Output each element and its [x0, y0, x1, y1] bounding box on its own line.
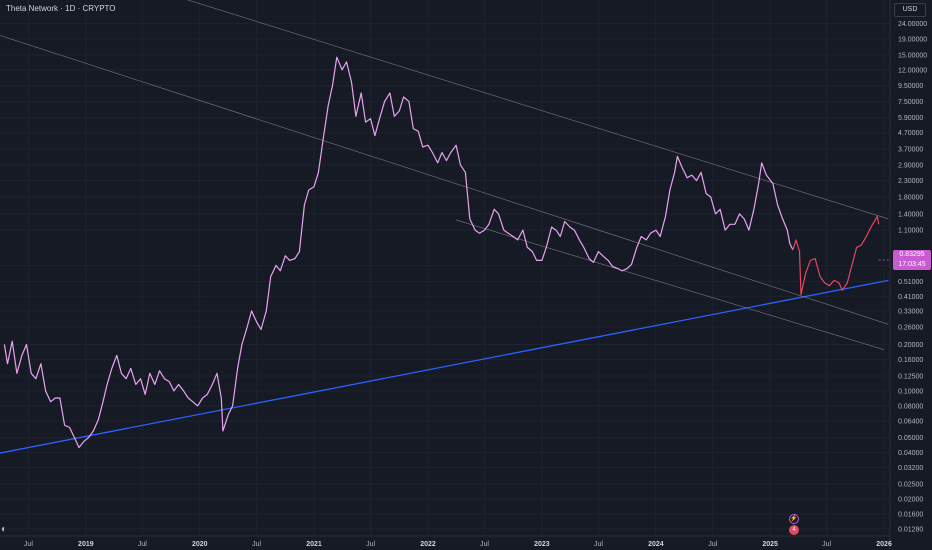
- y-tick-label: 7.50000: [898, 99, 923, 106]
- y-tick-label: 1.40000: [898, 211, 923, 218]
- y-tick-label: 0.08000: [898, 403, 923, 410]
- x-tick-label: Jul: [708, 541, 717, 548]
- x-tick-label: 2021: [306, 541, 322, 548]
- y-tick-label: 0.04000: [898, 450, 923, 457]
- y-tick-label: 0.06400: [898, 418, 923, 425]
- x-tick-label: 2020: [192, 541, 208, 548]
- channel-trendline[interactable]: [114, 0, 889, 220]
- y-tick-label: 24.00000: [898, 21, 927, 28]
- y-tick-label: 19.00000: [898, 37, 927, 44]
- x-tick-label: 2022: [420, 541, 436, 548]
- x-tick-label: 2024: [648, 541, 664, 548]
- y-tick-label: 0.03200: [898, 465, 923, 472]
- y-tick-label: 5.90000: [898, 115, 923, 122]
- x-tick-label: 2019: [78, 541, 94, 548]
- y-tick-label: 0.20000: [898, 342, 923, 349]
- y-tick-label: 1.10000: [898, 228, 923, 235]
- trendlines: [0, 0, 889, 455]
- tradingview-logo-icon[interactable]: ◐: [1, 524, 8, 535]
- y-tick-label: 1.80000: [898, 195, 923, 202]
- y-tick-label: 15.00000: [898, 52, 927, 59]
- chart-title: Theta Network · 1D · CRYPTO: [6, 4, 116, 13]
- price-series: [3, 56, 890, 449]
- y-tick-label: 4.70000: [898, 130, 923, 137]
- x-tick-label: Jul: [24, 541, 33, 548]
- y-tick-label: 0.02000: [898, 496, 923, 503]
- y-tick-label: 0.26000: [898, 324, 923, 331]
- y-tick-label: 0.41000: [898, 294, 923, 301]
- support-trendline[interactable]: [0, 279, 889, 455]
- y-tick-label: 3.70000: [898, 146, 923, 153]
- x-tick-label: Jul: [594, 541, 603, 548]
- channel-trendline[interactable]: [455, 219, 885, 350]
- chart-grid: [0, 0, 890, 536]
- x-tick-label: Jul: [252, 541, 261, 548]
- price-line: [3, 56, 794, 449]
- y-tick-label: 2.30000: [898, 178, 923, 185]
- y-tick-label: 0.01280: [898, 526, 923, 533]
- y-tick-label: 0.10000: [898, 388, 923, 395]
- x-tick-label: 2025: [762, 541, 778, 548]
- y-tick-label: 12.00000: [898, 67, 927, 74]
- last-price-tag: 0.83295 17:03:45: [893, 250, 931, 270]
- price-line-recent: [792, 215, 880, 296]
- x-tick-label: Jul: [822, 541, 831, 548]
- time-axis[interactable]: Jul 2019 Jul 2020 Jul 2021 Jul 2022 Jul 2023 Jul 20…: [0, 535, 892, 548]
- y-tick-label: 0.12500: [898, 373, 923, 380]
- x-tick-label: 2023: [534, 541, 550, 548]
- x-tick-label: Jul: [480, 541, 489, 548]
- x-tick-label: 2026: [876, 541, 892, 548]
- last-price-value: 0.83295: [899, 251, 925, 258]
- lightning-icon[interactable]: ⚡: [789, 514, 799, 524]
- y-tick-label: 0.51000: [898, 279, 923, 286]
- price-axis[interactable]: 24.00000 19.00000 15.00000 12.00000 9.50000 7…: [889, 0, 927, 550]
- y-tick-label: 0.33000: [898, 308, 923, 315]
- y-tick-label: 0.02500: [898, 481, 923, 488]
- x-tick-label: Jul: [366, 541, 375, 548]
- currency-selector[interactable]: USD: [894, 3, 926, 17]
- y-tick-label: 9.50000: [898, 83, 923, 90]
- x-tick-label: Jul: [138, 541, 147, 548]
- channel-trendline[interactable]: [0, 32, 889, 325]
- y-tick-label: 2.90000: [898, 163, 923, 170]
- news-marker[interactable]: 4: [789, 525, 799, 535]
- y-tick-label: 0.16000: [898, 357, 923, 364]
- candle-countdown: 17:03:45: [898, 261, 926, 268]
- y-tick-label: 0.05000: [898, 435, 923, 442]
- y-tick-label: 0.01600: [898, 511, 923, 518]
